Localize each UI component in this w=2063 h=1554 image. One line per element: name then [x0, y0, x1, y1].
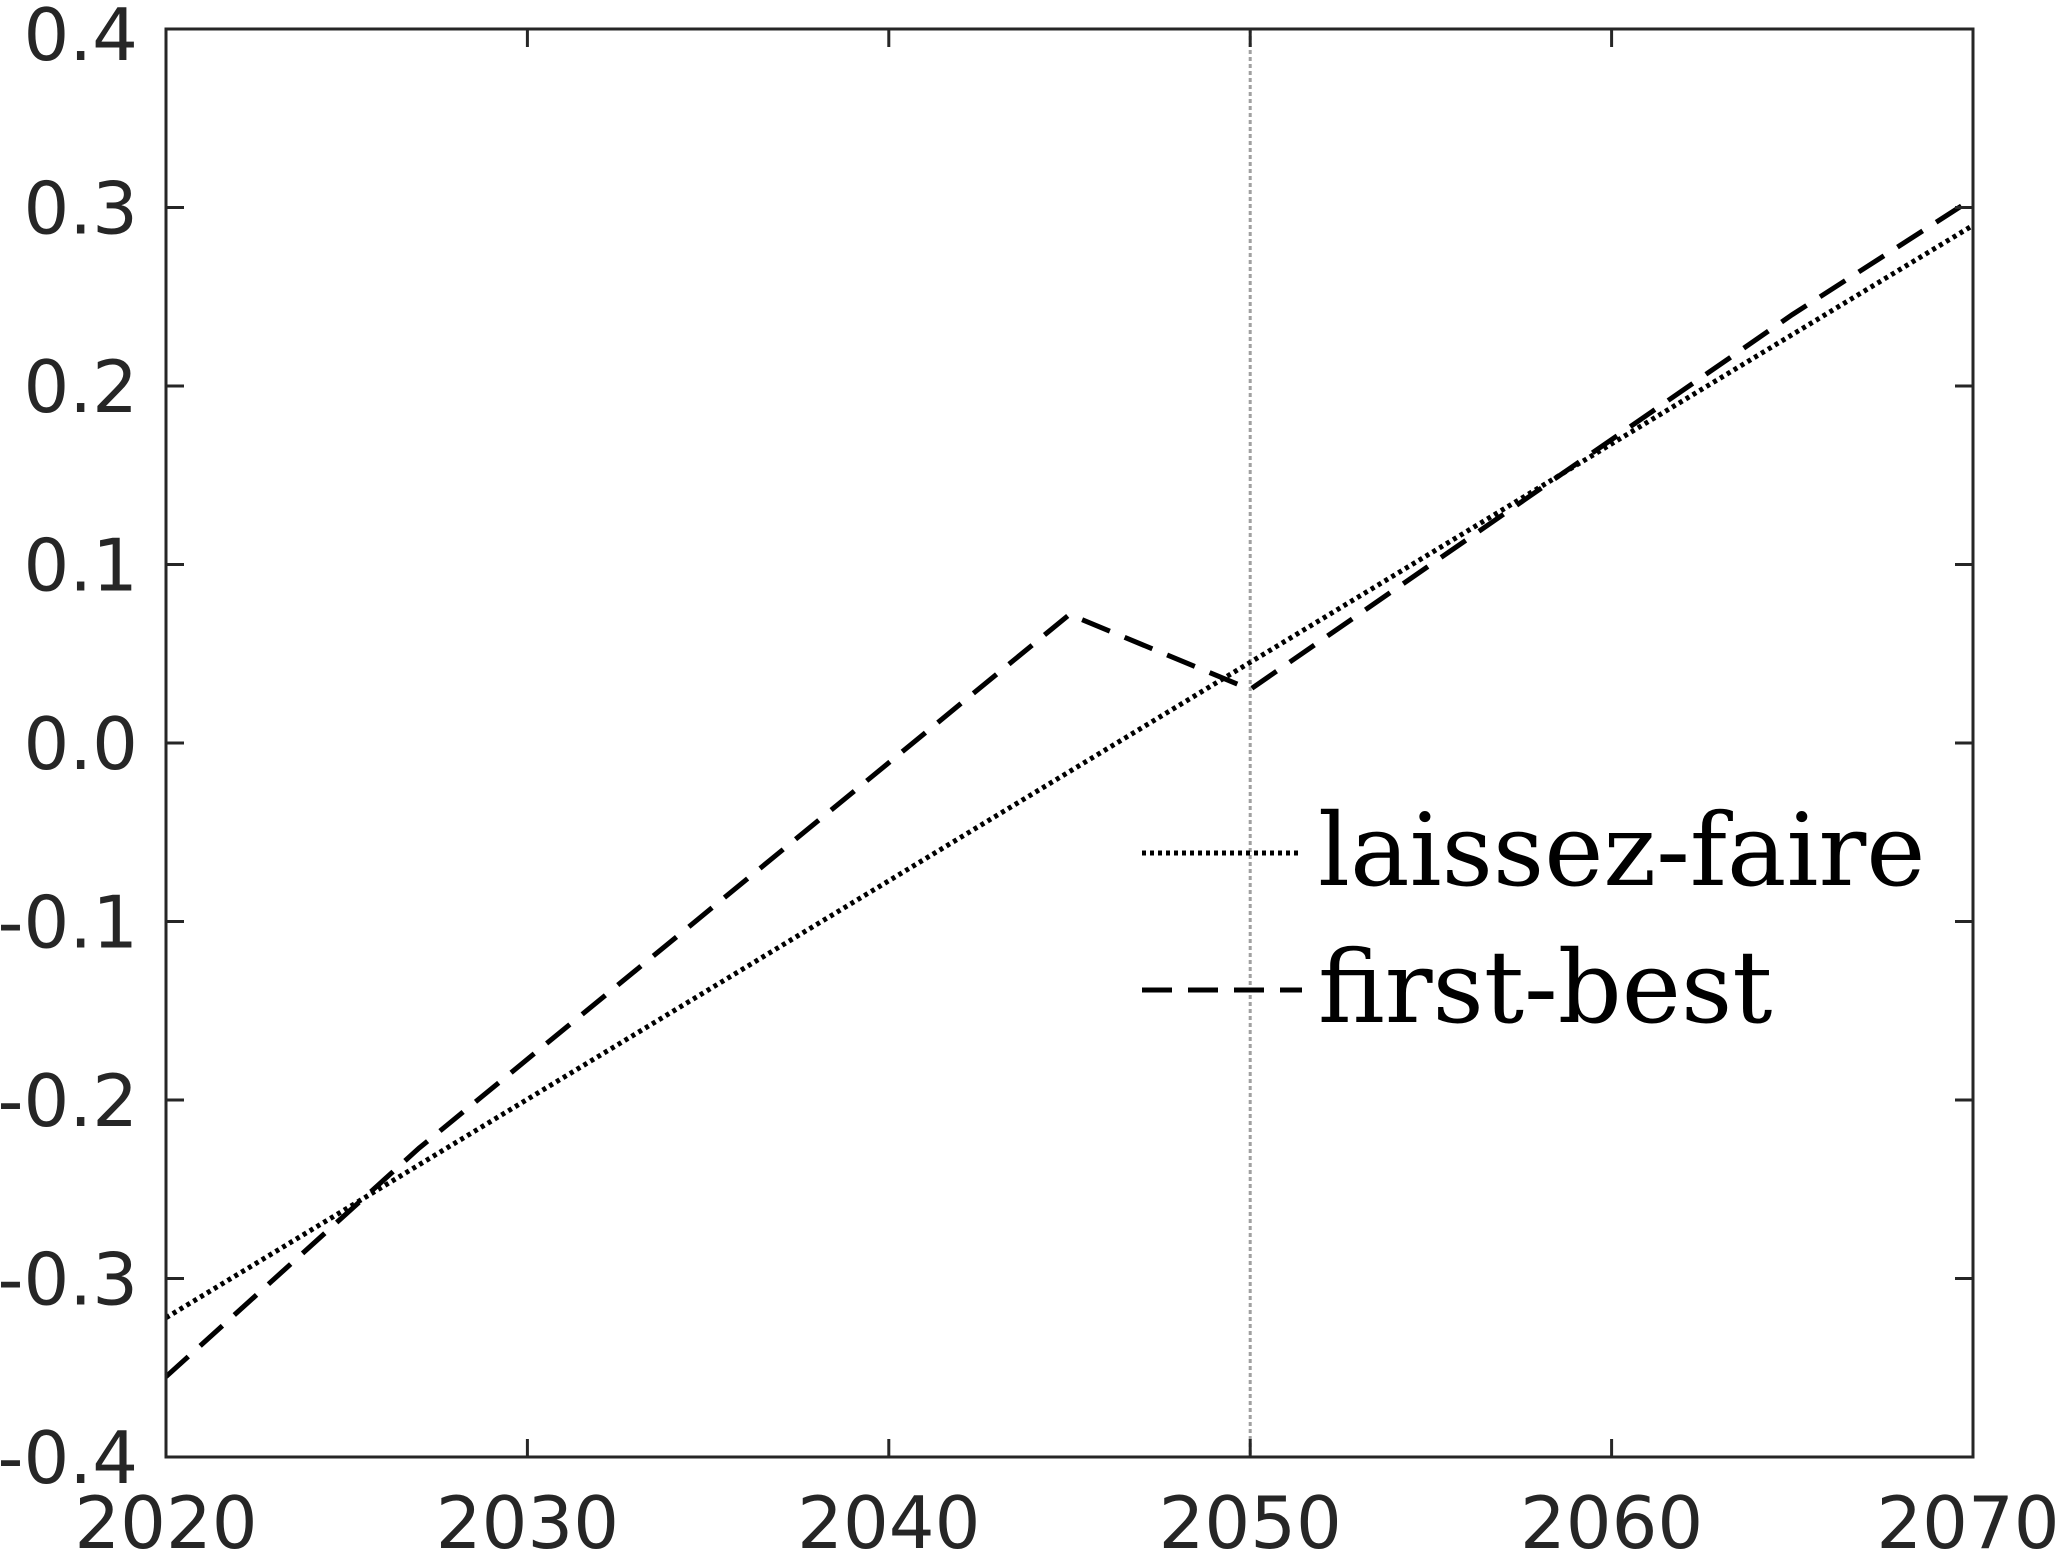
series-layer [164, 196, 1975, 1379]
y-tick-label: 0.2 [23, 345, 138, 429]
x-tick-label: 2030 [436, 1481, 619, 1554]
axes-box [164, 27, 1975, 1459]
x-tick-label: 2050 [1159, 1481, 1342, 1554]
series-line-laissez-faire [164, 223, 1975, 1320]
y-tick-label: -0.2 [0, 1059, 138, 1143]
y-tick-label: -0.1 [0, 881, 138, 965]
x-tick-label: 2020 [74, 1481, 257, 1554]
y-tick-label: 0.1 [23, 524, 138, 608]
y-tick-label: 0.4 [23, 0, 138, 77]
x-tick-label: 2060 [1520, 1481, 1703, 1554]
y-tick-label: 0.0 [23, 702, 138, 786]
y-tick-label: 0.3 [23, 167, 138, 251]
legend-label-laissez-faire: laissez-faire [1318, 792, 1925, 909]
legend: laissez-faire first-best [1142, 792, 1925, 1046]
legend-label-first-best: first-best [1318, 929, 1773, 1046]
y-tick-label: -0.3 [0, 1238, 138, 1322]
x-tick-label: 2070 [1876, 1481, 2059, 1554]
y-tick-label: -0.4 [0, 1416, 138, 1500]
x-tick-label: 2040 [797, 1481, 980, 1554]
series-line-first-best [164, 196, 1975, 1379]
